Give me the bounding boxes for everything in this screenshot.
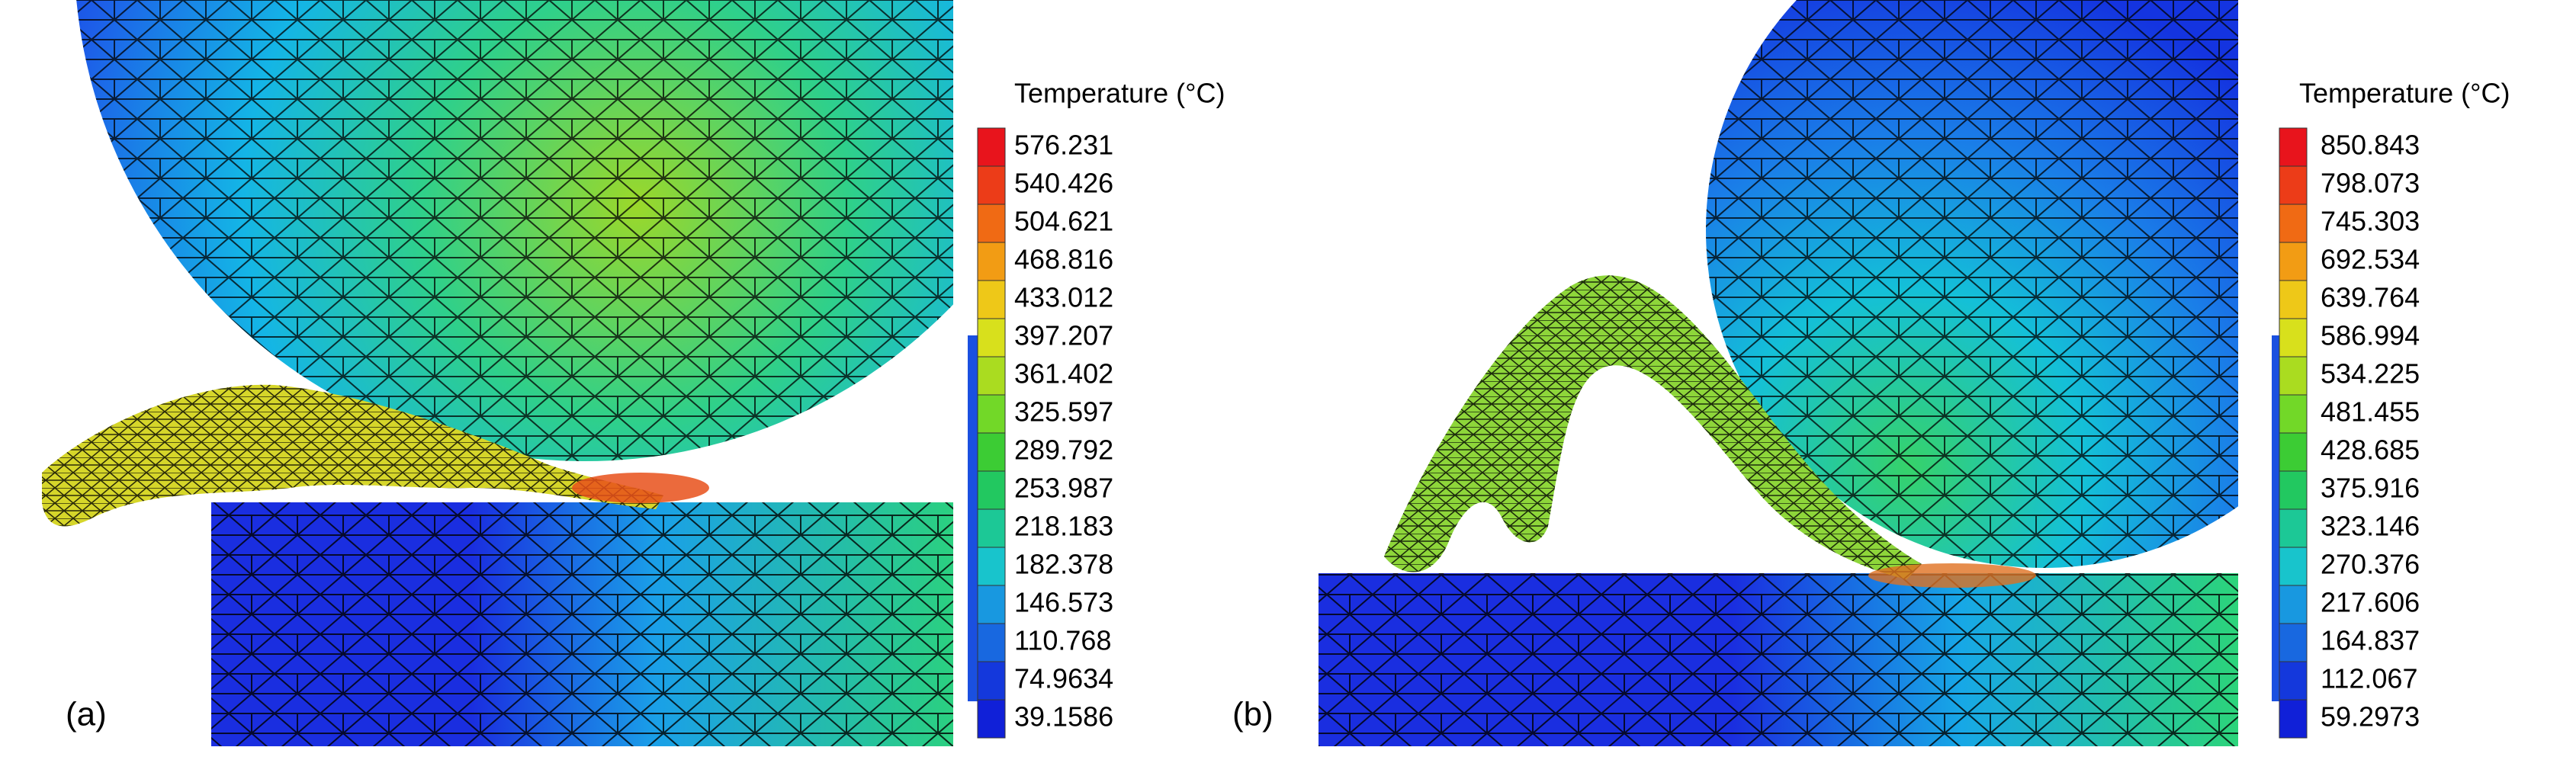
legend-swatch (2279, 661, 2308, 701)
panel-label: (a) (66, 696, 107, 733)
legend-swatch (977, 699, 1006, 739)
legend-swatch (977, 318, 1006, 358)
legend-level: 504.621 (1014, 206, 1113, 237)
legend-level: 745.303 (2321, 206, 2420, 237)
legend-swatch (2279, 547, 2308, 586)
legend-level: 164.837 (2321, 625, 2420, 656)
simulation-a (42, 0, 953, 746)
legend-swatch (2279, 318, 2308, 358)
legend-swatch (977, 432, 1006, 472)
legend-swatch (977, 661, 1006, 701)
legend-level: 74.9634 (1014, 663, 1113, 694)
legend-level: 540.426 (1014, 168, 1113, 199)
legend-level: 433.012 (1014, 282, 1113, 313)
legend-swatch (2279, 356, 2308, 396)
legend-level: 217.606 (2321, 587, 2420, 618)
legend-level: 692.534 (2321, 244, 2420, 275)
legend-swatch (2279, 204, 2308, 243)
legend-level: 586.994 (2321, 320, 2420, 351)
legend-swatch (2279, 127, 2308, 167)
legend-level: 428.685 (2321, 434, 2420, 466)
legend-swatch (977, 470, 1006, 510)
legend-swatch (977, 280, 1006, 319)
legend-swatch (977, 585, 1006, 624)
legend-level: 146.573 (1014, 587, 1113, 618)
legend-level: 481.455 (2321, 396, 2420, 428)
legend-level: 325.597 (1014, 396, 1113, 428)
legend-level: 639.764 (2321, 282, 2420, 313)
legend-swatch (2279, 165, 2308, 205)
legend-frame (968, 335, 978, 701)
legend-swatch (2279, 623, 2308, 662)
legend-level: 270.376 (2321, 549, 2420, 580)
legend-swatch (977, 204, 1006, 243)
legend-swatch (2279, 280, 2308, 319)
legend-swatch (977, 623, 1006, 662)
legend-swatch (977, 547, 1006, 586)
panel-label: (b) (1232, 696, 1274, 733)
legend-level: 468.816 (1014, 244, 1113, 275)
legend-swatch (977, 242, 1006, 281)
legend-level: 289.792 (1014, 434, 1113, 466)
legend-level: 59.2973 (2321, 701, 2420, 733)
legend-swatch (2279, 508, 2308, 548)
legend-level: 323.146 (2321, 511, 2420, 542)
legend-swatch (2279, 699, 2308, 739)
legend-level: 375.916 (2321, 473, 2420, 504)
legend-level: 110.768 (1014, 625, 1111, 656)
legend: Temperature (°C) 850.843 798.073 745.303 692… (2272, 78, 2510, 739)
legend-level: 798.073 (2321, 168, 2420, 199)
legend-level: 253.987 (1014, 473, 1113, 504)
simulation-b (1319, 0, 2238, 746)
legend-level: 850.843 (2321, 130, 2420, 161)
legend-level: 576.231 (1014, 130, 1113, 161)
legends: Temperature (°C) 576.231 540.426 504.621 468… (968, 78, 2510, 739)
legend-level: 218.183 (1014, 511, 1113, 542)
legend-level: 397.207 (1014, 320, 1113, 351)
legend-swatch (2279, 470, 2308, 510)
legend-swatch (977, 394, 1006, 434)
legend-swatch (977, 127, 1006, 167)
legend-level: 534.225 (2321, 358, 2420, 390)
legend-swatch (977, 356, 1006, 396)
legend-level: 182.378 (1014, 549, 1113, 580)
legend-level: 361.402 (1014, 358, 1113, 390)
legend-swatch (977, 165, 1006, 205)
legend: Temperature (°C) 576.231 540.426 504.621 468… (968, 78, 1225, 739)
legend-level: 112.067 (2321, 663, 2417, 694)
legend-title: Temperature (°C) (1014, 78, 1225, 109)
legend-swatch (2279, 432, 2308, 472)
legend-level: 39.1586 (1014, 701, 1113, 733)
legend-swatch (2279, 585, 2308, 624)
legend-swatch (977, 508, 1006, 548)
legend-swatch (2279, 242, 2308, 281)
legend-swatch (2279, 394, 2308, 434)
legend-title: Temperature (°C) (2299, 78, 2510, 109)
